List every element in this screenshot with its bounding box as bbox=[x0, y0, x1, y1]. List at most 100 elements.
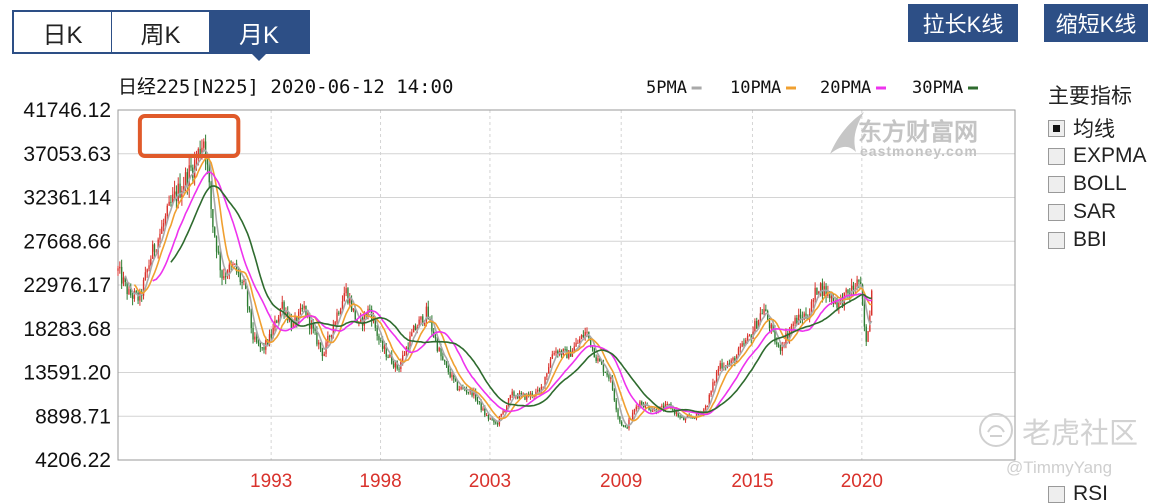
candle-body bbox=[712, 382, 714, 391]
candle-body bbox=[548, 367, 550, 374]
candle-body bbox=[555, 350, 557, 354]
checkbox-icon[interactable] bbox=[1048, 231, 1065, 249]
candle-body bbox=[349, 298, 351, 304]
candle-body bbox=[602, 363, 605, 372]
candle-body bbox=[352, 308, 355, 311]
candle-body bbox=[429, 319, 431, 321]
indicator-label: BBI bbox=[1073, 228, 1107, 251]
candle-body bbox=[799, 314, 802, 318]
indicator-ma-option[interactable]: 均线 bbox=[1048, 114, 1163, 142]
indicator-sar-option[interactable]: SAR bbox=[1048, 198, 1163, 226]
candle-body bbox=[239, 272, 241, 282]
candle-body bbox=[139, 292, 141, 301]
candle-body bbox=[821, 283, 824, 296]
candle-body bbox=[604, 371, 606, 373]
candle-body bbox=[544, 376, 546, 387]
checkbox-icon[interactable] bbox=[1048, 203, 1065, 221]
indicator-rsi-option[interactable]: RSI bbox=[1048, 484, 1108, 504]
candle-body bbox=[153, 244, 156, 252]
candle-body bbox=[542, 386, 544, 388]
candle-body bbox=[181, 190, 183, 198]
y-tick-label: 4206.22 bbox=[35, 449, 111, 472]
candle-body bbox=[631, 412, 634, 420]
tab-daily-k[interactable]: 日K bbox=[14, 12, 112, 52]
candle-body bbox=[575, 342, 577, 347]
candle-body bbox=[637, 405, 639, 407]
candle-body bbox=[620, 421, 623, 426]
candle-body bbox=[582, 335, 585, 337]
candle-body bbox=[412, 325, 415, 333]
candle-body bbox=[662, 405, 665, 410]
candle-body bbox=[380, 340, 382, 342]
tab-monthly-k[interactable]: 月K bbox=[210, 12, 308, 61]
candle-body bbox=[491, 418, 493, 420]
candle-body bbox=[301, 307, 304, 309]
candle-body bbox=[765, 309, 767, 312]
candle-body bbox=[739, 346, 741, 349]
candle-body bbox=[495, 422, 497, 424]
tab-weekly-k[interactable]: 周K bbox=[112, 12, 210, 52]
candle-body bbox=[272, 327, 274, 338]
checkbox-icon[interactable] bbox=[1048, 119, 1065, 137]
x-tick-label: 1998 bbox=[359, 471, 401, 492]
candle-body bbox=[834, 301, 836, 304]
candle-body bbox=[150, 258, 152, 266]
candle-body bbox=[796, 317, 798, 325]
candle-body bbox=[434, 336, 437, 339]
candle-body bbox=[540, 386, 543, 391]
candle-body bbox=[407, 347, 409, 350]
candle-body bbox=[635, 406, 637, 410]
candle-body bbox=[526, 393, 528, 400]
candle-body bbox=[714, 381, 716, 383]
candle-body bbox=[626, 427, 628, 429]
indicator-expma-option[interactable]: EXPMA bbox=[1048, 142, 1163, 170]
checkbox-icon[interactable] bbox=[1048, 485, 1065, 503]
candle-body bbox=[652, 410, 654, 412]
candle-body bbox=[489, 418, 491, 420]
candle-body bbox=[215, 236, 218, 252]
candle-body bbox=[704, 406, 707, 410]
indicator-bbi-option[interactable]: BBI bbox=[1048, 226, 1163, 254]
candle-body bbox=[564, 349, 566, 351]
candle-body bbox=[807, 317, 809, 320]
candle-body bbox=[261, 347, 263, 349]
candle-body bbox=[392, 363, 395, 368]
candle-body bbox=[449, 372, 451, 378]
candle-body bbox=[411, 332, 413, 337]
candle-body bbox=[184, 172, 187, 187]
candle-body bbox=[732, 357, 734, 361]
candle-body bbox=[345, 288, 347, 294]
candle-body bbox=[221, 270, 223, 279]
candle-body bbox=[188, 165, 190, 188]
shorten-candles-button[interactable]: 缩短K线 bbox=[1044, 4, 1148, 42]
candle-body bbox=[329, 335, 331, 337]
candle-body bbox=[119, 266, 121, 269]
checkbox-icon[interactable] bbox=[1048, 175, 1065, 193]
candle-body bbox=[719, 363, 721, 369]
candle-body bbox=[781, 345, 783, 351]
candle-body bbox=[502, 411, 504, 414]
candle-body bbox=[708, 394, 710, 407]
checkbox-icon[interactable] bbox=[1048, 147, 1065, 165]
candle-body bbox=[639, 401, 641, 406]
candle-body bbox=[533, 395, 535, 397]
indicator-boll-option[interactable]: BOLL bbox=[1048, 170, 1163, 198]
candle-body bbox=[482, 408, 484, 410]
lengthen-candles-button[interactable]: 拉长K线 bbox=[908, 4, 1018, 42]
x-tick-label: 2003 bbox=[469, 471, 511, 492]
candle-body bbox=[571, 351, 574, 357]
y-tick-label: 27668.66 bbox=[23, 230, 111, 253]
candle-body bbox=[201, 147, 203, 156]
legend-label: 5PMA bbox=[646, 78, 687, 98]
candle-body bbox=[706, 406, 709, 408]
candle-body bbox=[316, 330, 318, 345]
candle-body bbox=[622, 425, 625, 427]
candle-body bbox=[385, 346, 387, 357]
candle-body bbox=[546, 373, 548, 377]
candle-body bbox=[610, 377, 612, 379]
candle-body bbox=[338, 312, 340, 315]
candle-body bbox=[766, 311, 769, 321]
indicator-panel: 主要指标 均线 EXPMA BOLL SAR BBI bbox=[1048, 80, 1163, 254]
candle-body bbox=[515, 396, 517, 398]
candle-body bbox=[458, 389, 460, 391]
